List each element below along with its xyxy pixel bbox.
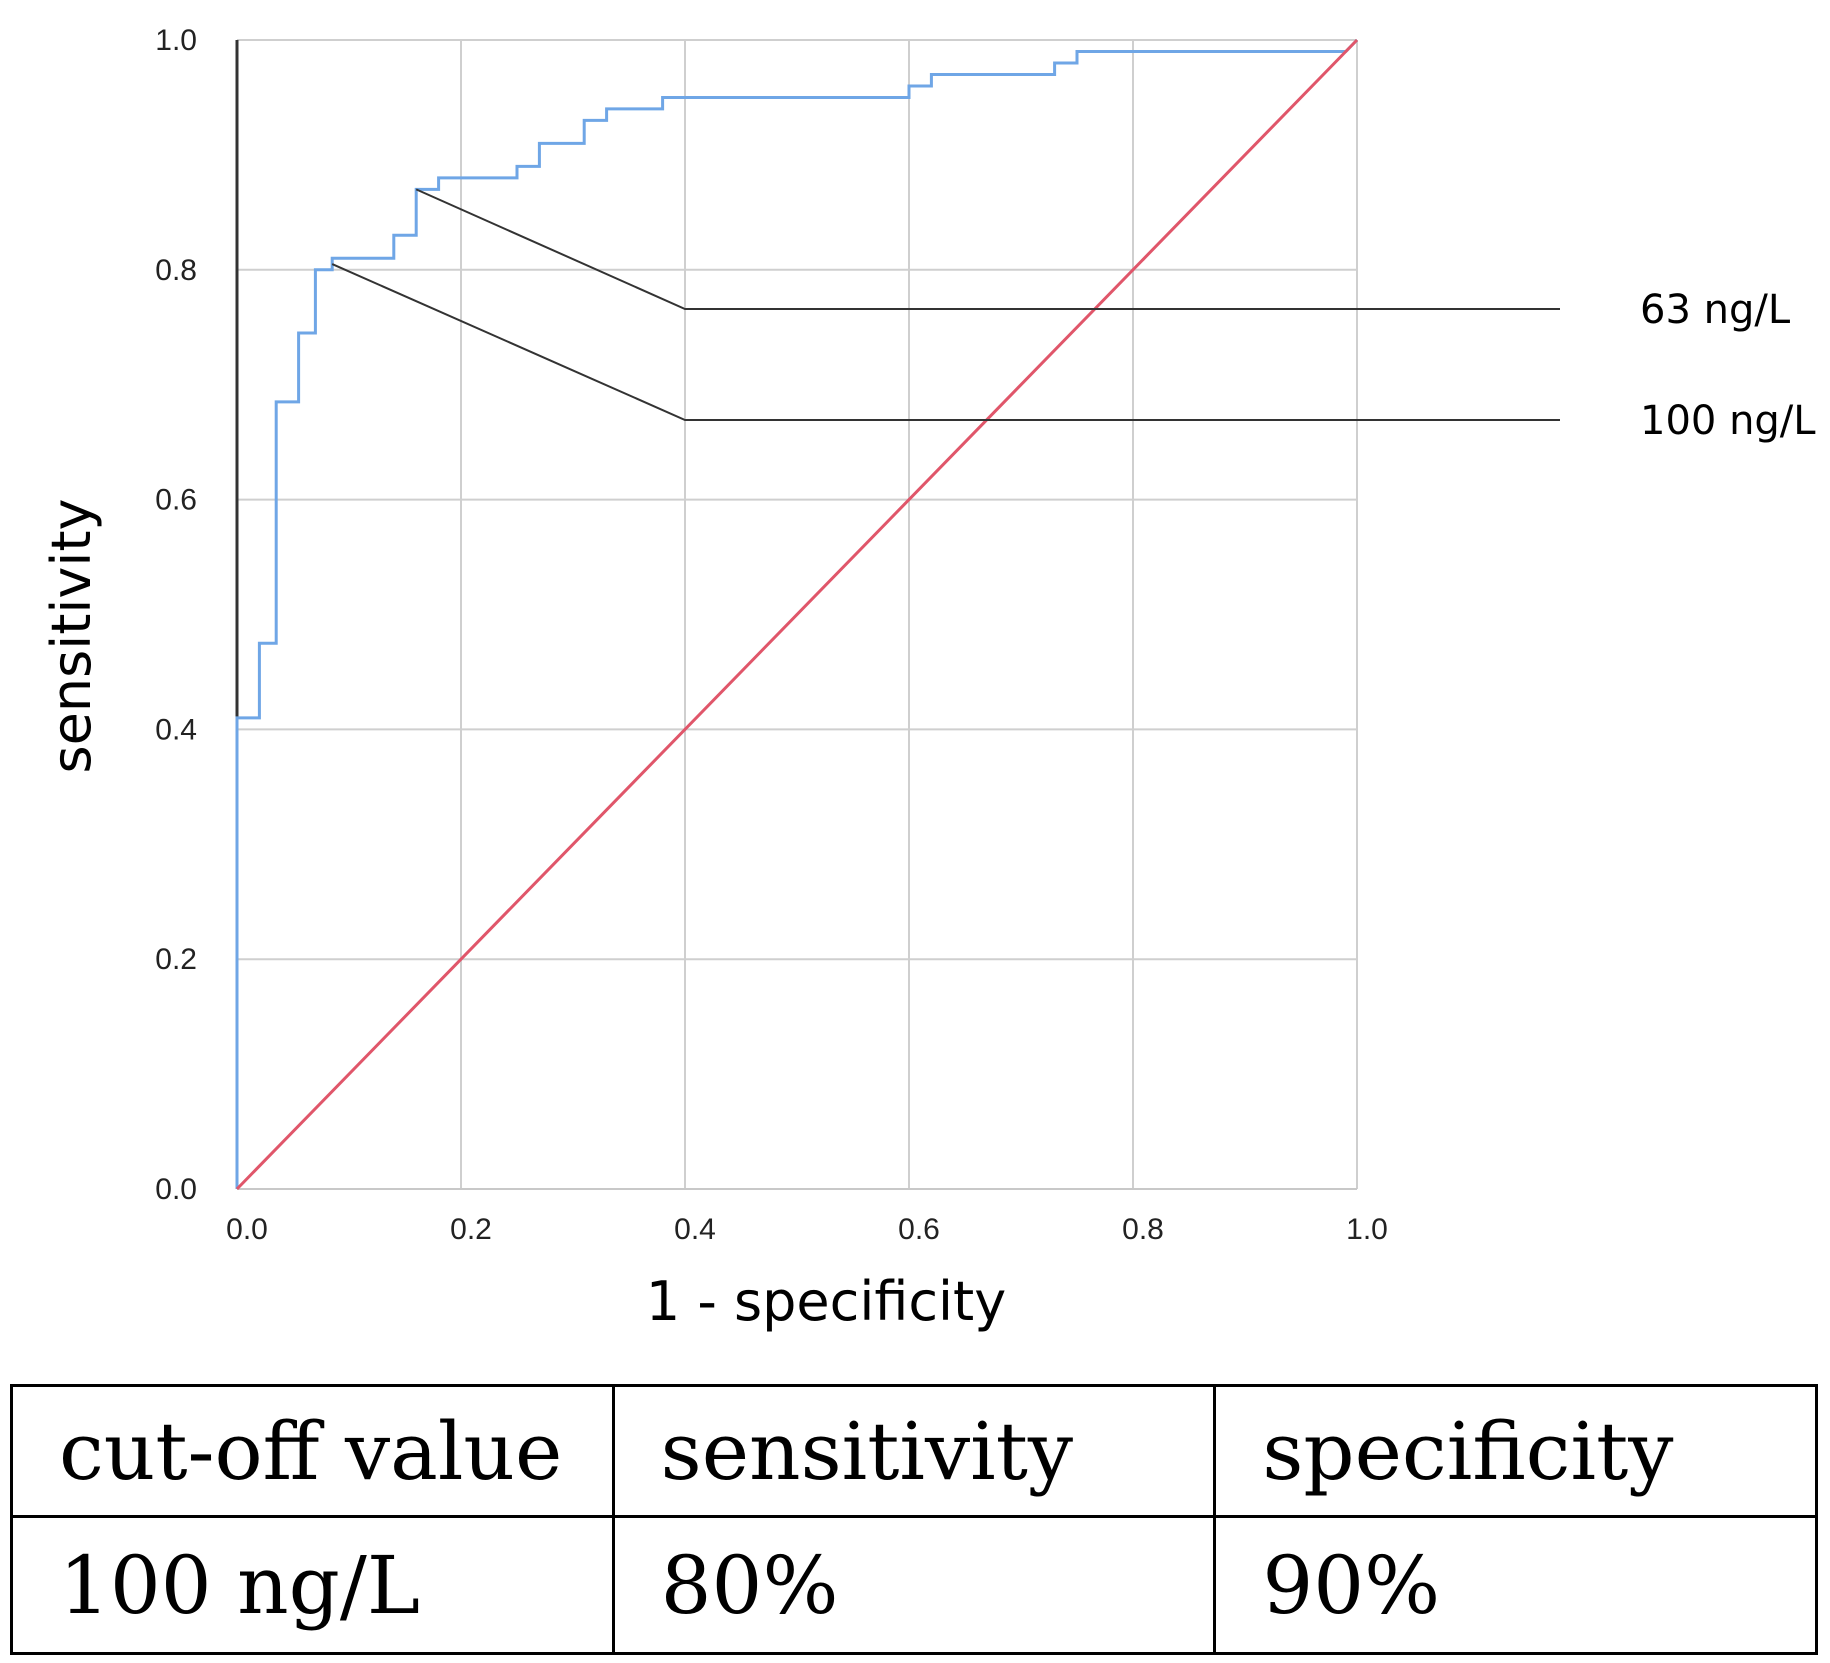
table-row: 100 ng/L 80% 90%: [10, 1515, 1818, 1655]
grid: [237, 39, 1358, 1189]
x-tick-label: 0.2: [450, 1213, 492, 1246]
table-header-row: cut-off value sensitivity specificity: [10, 1384, 1818, 1518]
y-tick-label: 0.8: [155, 254, 197, 287]
table-header-cell: cut-off value: [10, 1384, 615, 1518]
tick-labels: 0.0 0.2 0.4 0.6 0.8 1.0 0.0 0.2 0.4 0.6 0.8 1.0: [155, 24, 1388, 1246]
x-axis-title: 1 - specificity: [646, 1270, 1006, 1333]
y-tick-label: 0.0: [155, 1173, 197, 1206]
table-cell: 100 ng/L: [10, 1515, 615, 1655]
y-tick-label: 0.2: [155, 943, 197, 976]
table-header-cell: specificity: [1213, 1384, 1818, 1518]
roc-chart: 0.0 0.2 0.4 0.6 0.8 1.0 0.0 0.2 0.4 0.6 0.8 1.0 63 …: [40, 24, 1816, 1333]
table-header-cell: sensitivity: [611, 1384, 1217, 1518]
y-tick-label: 0.6: [155, 484, 197, 517]
y-axis-title: sensitivity: [40, 499, 103, 774]
annotation-leader-line: [331, 263, 1560, 421]
annotation-leader-line: [415, 188, 1560, 310]
reference-diagonal-line: [235, 38, 1359, 1191]
x-tick-label: 0.0: [226, 1213, 268, 1246]
series: [235, 38, 1359, 1191]
annotation-label: 63 ng/L: [1640, 287, 1791, 333]
y-tick-label: 0.4: [155, 713, 197, 746]
roc-curve: [235, 38, 1359, 1189]
y-tick-label: 1.0: [155, 24, 197, 57]
x-tick-label: 0.4: [674, 1213, 716, 1246]
annotations: 63 ng/L 100 ng/L: [331, 188, 1816, 444]
x-tick-label: 0.6: [898, 1213, 940, 1246]
x-tick-label: 0.8: [1122, 1213, 1164, 1246]
annotation-label: 100 ng/L: [1640, 398, 1816, 444]
table-cell: 80%: [611, 1515, 1217, 1655]
x-tick-label: 1.0: [1346, 1213, 1388, 1246]
table-cell: 90%: [1213, 1515, 1818, 1655]
cutoff-summary-table: cut-off value sensitivity specificity 10…: [10, 1384, 1818, 1655]
